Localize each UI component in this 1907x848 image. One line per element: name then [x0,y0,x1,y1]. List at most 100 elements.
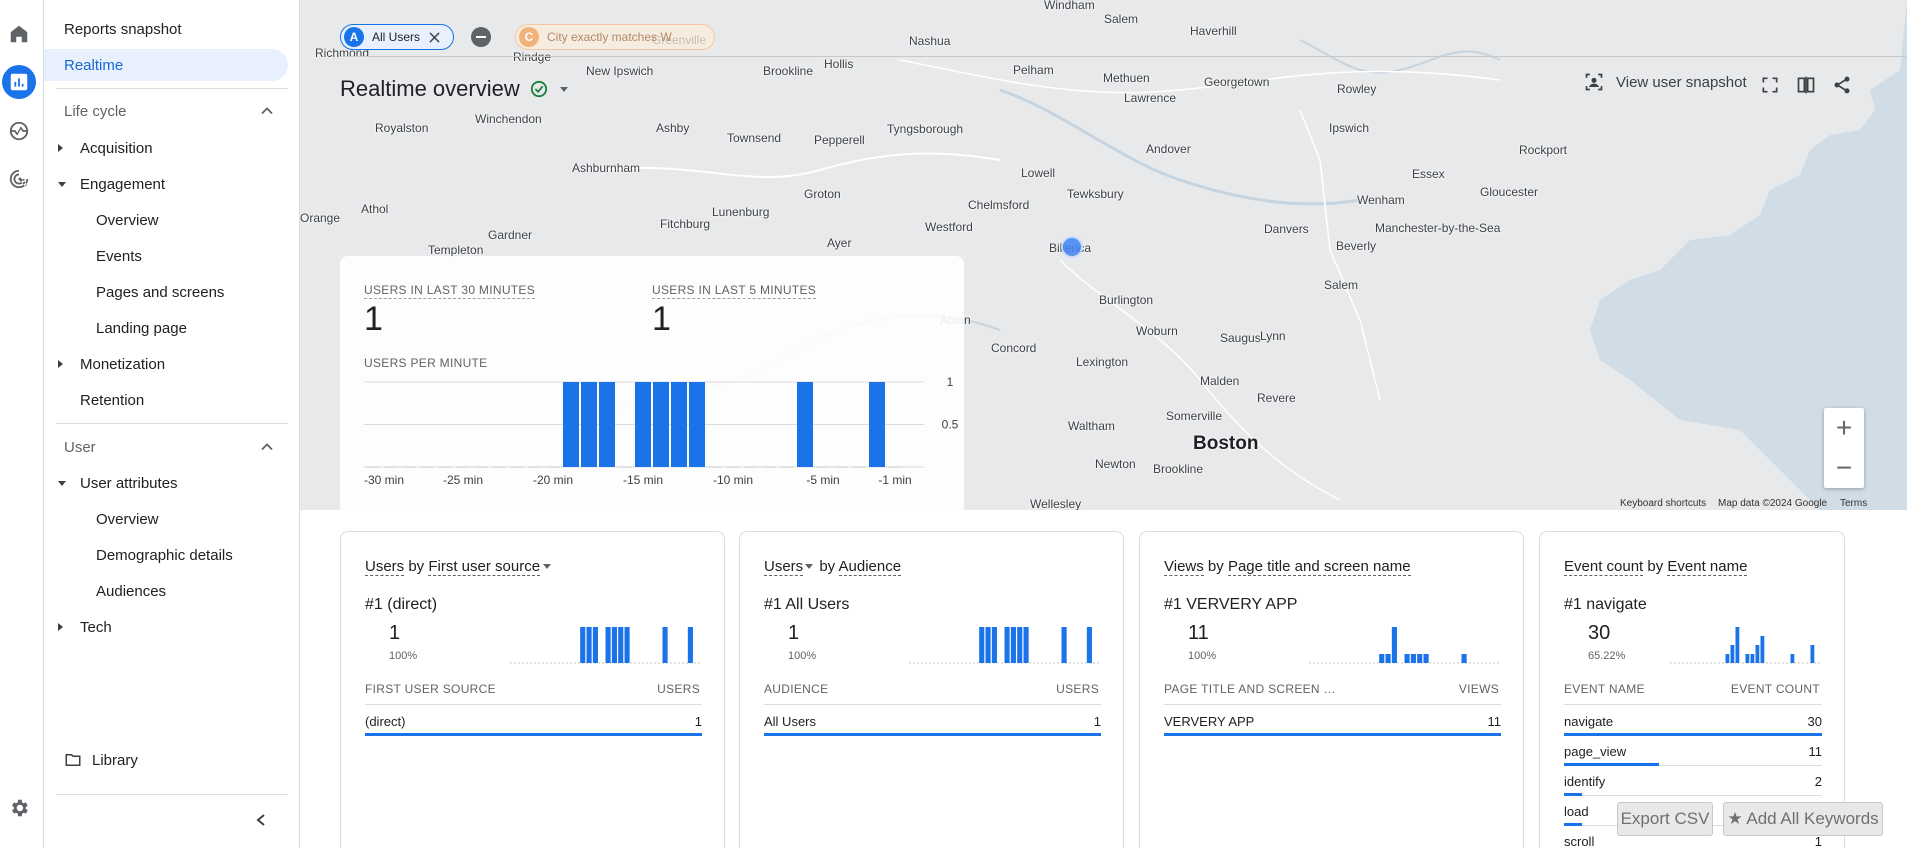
users-per-minute-chart[interactable]: 1 0.5 -30 min -25 min -20 min -15 min -10 min -… [340,374,964,504]
chart-bar[interactable] [581,382,597,467]
table-row[interactable]: identify 2 [1564,766,1822,796]
sparkline-bar [1010,627,1016,663]
chart-bar[interactable] [599,382,615,467]
sparkline-bar [1790,654,1795,663]
nav-demographic-details[interactable]: Demographic details [96,546,233,564]
table-row[interactable]: VERVERY APP 11 [1164,706,1501,736]
chart-bar[interactable] [689,382,705,467]
nav-reports-snapshot[interactable]: Reports snapshot [64,20,182,38]
advertising-icon[interactable] [2,162,36,196]
nav-item-label: User attributes [80,474,178,492]
card-top-percent: 100% [788,650,817,662]
card-dimension-selector[interactable]: Event name [1667,558,1748,576]
nav-events[interactable]: Events [96,247,142,265]
map-town-label: Orange [300,211,341,225]
view-user-snapshot-label: View user snapshot [1616,73,1747,91]
card-col-dimension: EVENT NAME [1564,682,1645,696]
map-town-label: Ayer [827,236,852,250]
collapse-nav-icon[interactable] [254,812,268,828]
nav-realtime[interactable]: Realtime [44,49,288,81]
chart-bar[interactable] [653,382,669,467]
card-header-divider [1564,704,1822,705]
comparison-chip-all-users[interactable]: A All Users [340,24,454,50]
map-town-label: Tewksbury [1067,187,1124,201]
table-row[interactable]: All Users 1 [764,706,1101,736]
share-icon[interactable] [1832,75,1852,95]
nav-pages-screens[interactable]: Pages and screens [96,283,225,301]
users-30min-label[interactable]: USERS IN LAST 30 MINUTES [364,283,536,299]
icon-rail [0,0,44,848]
row-label: scroll [1564,834,1595,848]
zoom-in-button[interactable]: + [1835,412,1853,443]
chart-bar[interactable] [869,382,885,467]
chart-bar[interactable] [671,382,687,467]
export-csv-button[interactable]: Export CSV [1617,802,1713,836]
nav-audiences[interactable]: Audiences [96,582,167,600]
nav-tech[interactable]: Tech [44,611,288,643]
card-metric-selector[interactable]: Views [1164,558,1204,576]
nav-library[interactable]: Library [44,744,288,776]
header-divider [340,56,1906,57]
sparkline-bar [1745,654,1750,663]
dropdown-arrow-icon[interactable] [559,86,568,92]
sparkline-bar [687,627,693,663]
add-all-keywords-button[interactable]: ★ Add All Keywords [1723,802,1883,836]
comparison-chip-city[interactable]: C City exactly matches W [515,24,715,50]
table-row[interactable]: navigate 30 [1564,706,1822,736]
card-metric-selector[interactable]: Users [365,558,405,576]
dropdown-arrow-icon[interactable] [805,564,814,569]
map-town-label: Winchendon [475,112,542,126]
chart-bar[interactable] [797,382,813,467]
table-row[interactable]: scroll 1 [1564,826,1822,848]
chart-y-tick: 0.5 [942,418,959,432]
nav-engagement-overview[interactable]: Overview [96,211,159,229]
card-metric-selector[interactable]: Users [764,558,804,576]
nav-monetization[interactable]: Monetization [44,348,288,380]
dropdown-arrow-icon[interactable] [543,564,552,569]
terms-link[interactable]: Terms [1840,498,1868,509]
row-label: All Users [764,714,817,729]
chart-bar[interactable] [635,382,651,467]
card-metric-selector[interactable]: Event count [1564,558,1644,576]
chart-bar[interactable] [563,382,579,467]
card-dimension-selector[interactable]: Page title and screen name [1227,558,1411,576]
card-sparkline [909,627,1099,664]
row-share-bar [1164,733,1501,736]
page-title-text: Realtime overview [340,76,520,101]
view-user-snapshot-button[interactable]: View user snapshot [1584,72,1747,92]
compare-icon[interactable] [1795,75,1817,95]
card-dimension-selector[interactable]: First user source [428,558,541,576]
user-snapshot-icon [1585,73,1603,91]
reports-icon[interactable] [2,65,36,99]
users-5min-label[interactable]: USERS IN LAST 5 MINUTES [652,283,817,299]
nav-acquisition[interactable]: Acquisition [44,132,288,164]
close-icon[interactable] [429,31,440,43]
table-row[interactable]: page_view 11 [1564,736,1822,766]
nav-engagement[interactable]: Engagement [44,168,288,200]
home-icon[interactable] [2,17,36,51]
explore-icon[interactable] [2,114,36,148]
sparkline-bar [1017,627,1023,663]
remove-comparison-icon[interactable] [471,27,491,47]
fullscreen-icon[interactable] [1760,75,1780,95]
map-town-label: Lunenburg [712,205,770,219]
nav-user-overview[interactable]: Overview [96,510,159,528]
sparkline-bar [1404,654,1410,663]
card-col-dimension: FIRST USER SOURCE [365,682,496,696]
sparkline-bar [580,627,586,663]
nav-section-user[interactable]: User [44,431,288,463]
settings-icon[interactable] [2,791,36,825]
card-dimension-selector[interactable]: Audience [838,558,902,576]
zoom-out-button[interactable]: − [1835,452,1853,483]
keyboard-shortcuts-link[interactable]: Keyboard shortcuts [1620,498,1707,509]
nav-landing-page[interactable]: Landing page [96,319,187,337]
nav-retention[interactable]: Retention [80,391,145,409]
chart-x-tick: -1 min [878,473,911,487]
table-row[interactable]: (direct) 1 [365,706,702,736]
nav-user-attributes[interactable]: User attributes [44,467,288,499]
nav-item-label: Library [92,751,138,769]
sparkline-bar [1750,654,1755,663]
map-town-label: Gloucester [1480,185,1539,199]
users-5min-value: 1 [652,300,671,338]
nav-section-lifecycle[interactable]: Life cycle [44,95,288,127]
